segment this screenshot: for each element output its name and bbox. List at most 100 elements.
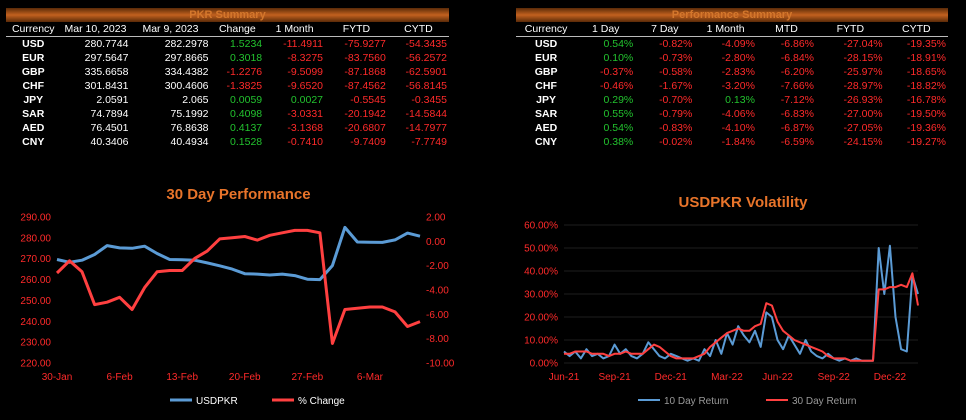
table-cell: -54.3435 xyxy=(405,38,447,50)
series-line-usdpkr xyxy=(56,225,421,282)
table-cell: 76.8638 xyxy=(170,122,209,134)
column-header: Currency xyxy=(516,22,577,37)
legend-label: 10 Day Return xyxy=(664,396,728,407)
table-cell: -7.12% xyxy=(780,94,815,106)
table-row: EUR 0.10% -0.73% -2.80% -6.84% -28.15% -18.91% xyxy=(516,51,948,65)
x-tick-label: 27-Feb xyxy=(292,372,324,383)
y-left-tick-label: 270.00 xyxy=(20,254,51,265)
table-cell: -0.3455 xyxy=(411,94,447,106)
pkr-summary-table: Currency Mar 10, 2023 Mar 9, 2023 Change 1 M… xyxy=(6,22,449,149)
table-cell: -27.00% xyxy=(843,108,883,120)
table-cell: -9.6520 xyxy=(287,80,324,92)
performance-summary-title: Performance Summary xyxy=(516,8,948,22)
column-header: Currency xyxy=(6,22,61,37)
table-cell: -14.7977 xyxy=(405,122,447,134)
table-cell: -18.65% xyxy=(906,66,946,78)
table-row: AED 76.4501 76.8638 0.4137 -3.1368 -20.6807 -1… xyxy=(6,121,449,135)
x-tick-label: Dec-21 xyxy=(655,372,688,383)
y-right-tick-label: -6.00 xyxy=(426,310,449,321)
y-right-tick-label: -8.00 xyxy=(426,334,449,345)
table-row: JPY 0.29% -0.70% 0.13% -7.12% -26.93% -16.78% xyxy=(516,93,948,107)
table-cell: 0.54% xyxy=(603,122,634,134)
table-cell: -18.91% xyxy=(906,52,946,64)
table-cell: -28.15% xyxy=(843,52,883,64)
usdpkr-volatility-chart: USDPKR Volatility 0.00% 10.00% 20.00% 30.00%… xyxy=(524,194,919,407)
table-cell: 0.54% xyxy=(603,38,634,50)
series-line-30-day-return xyxy=(564,272,919,362)
table-cell: -0.5545 xyxy=(350,94,386,106)
table-cell: -20.6807 xyxy=(344,122,386,134)
y-left-tick-label: 280.00 xyxy=(20,233,51,244)
y-tick-label: 50.00% xyxy=(524,244,558,255)
table-row: AED 0.54% -0.83% -4.10% -6.87% -27.05% -19.36% xyxy=(516,121,948,135)
table-cell: 335.6658 xyxy=(84,66,129,78)
table-cell: -25.97% xyxy=(843,66,883,78)
y-tick-label: 0.00% xyxy=(530,359,558,370)
currency-code: JPY xyxy=(536,94,557,106)
table-cell: 1.5234 xyxy=(230,38,263,50)
table-cell: 0.0027 xyxy=(290,94,324,106)
table-cell: 40.4934 xyxy=(170,136,209,148)
table-cell: -0.73% xyxy=(659,52,693,64)
table-cell: -14.5844 xyxy=(405,108,447,120)
table-cell: 0.10% xyxy=(603,52,634,64)
table-cell: -6.86% xyxy=(780,38,815,50)
table-cell: 300.4606 xyxy=(164,80,209,92)
legend-label: USDPKR xyxy=(196,396,238,407)
table-row: CHF 301.8431 300.4606 -1.3825 -9.6520 -87.456… xyxy=(6,79,449,93)
y-tick-label: 40.00% xyxy=(524,267,558,278)
table-cell: -87.4562 xyxy=(344,80,386,92)
x-tick-label: 6-Mar xyxy=(357,372,384,383)
table-cell: -27.04% xyxy=(843,38,883,50)
table-cell: -6.87% xyxy=(780,122,815,134)
table-cell: -4.10% xyxy=(721,122,755,134)
table-cell: 0.1528 xyxy=(230,136,263,148)
y-right-tick-label: -2.00 xyxy=(426,261,449,272)
y-tick-label: 10.00% xyxy=(524,336,558,347)
table-cell: -19.50% xyxy=(906,108,946,120)
x-tick-label: 20-Feb xyxy=(229,372,261,383)
table-cell: -83.7560 xyxy=(344,52,386,64)
table-row: CNY 0.38% -0.02% -1.84% -6.59% -24.15% -19.27% xyxy=(516,135,948,149)
table-cell: -0.37% xyxy=(599,66,634,78)
series-line-10-day-return xyxy=(563,244,919,362)
currency-code: SAR xyxy=(535,108,558,120)
table-cell: -3.1368 xyxy=(287,122,324,134)
table-cell: 2.0591 xyxy=(96,94,129,106)
y-left-tick-label: 230.00 xyxy=(20,338,51,349)
table-cell: 74.7894 xyxy=(90,108,129,120)
currency-code: EUR xyxy=(22,52,45,64)
currency-code: CHF xyxy=(535,80,557,92)
table-cell: -87.1868 xyxy=(344,66,386,78)
currency-code: JPY xyxy=(23,94,44,106)
x-tick-label: 13-Feb xyxy=(166,372,198,383)
table-cell: 280.7744 xyxy=(84,38,129,50)
performance-summary-panel: Performance Summary Currency 1 Day 7 Day 1 … xyxy=(516,8,948,149)
y-right-tick-label: -4.00 xyxy=(426,286,449,297)
table-cell: -24.15% xyxy=(843,136,883,148)
table-cell: 76.4501 xyxy=(90,122,129,134)
table-cell: -56.2572 xyxy=(405,52,447,64)
column-header: CYTD xyxy=(884,22,948,37)
column-header: 7 Day xyxy=(635,22,695,37)
x-tick-label: Sep-22 xyxy=(818,372,851,383)
table-cell: -16.78% xyxy=(906,94,946,106)
table-cell: -6.20% xyxy=(780,66,815,78)
table-cell: 0.4137 xyxy=(230,122,263,134)
currency-code: USD xyxy=(535,38,558,50)
y-left-tick-label: 240.00 xyxy=(20,317,51,328)
y-tick-label: 60.00% xyxy=(524,221,558,232)
currency-code: CHF xyxy=(22,80,45,92)
y-left-tick-label: 290.00 xyxy=(20,213,51,224)
table-row: GBP -0.37% -0.58% -2.83% -6.20% -25.97% -18.65… xyxy=(516,65,948,79)
y-right-tick-label: 2.00 xyxy=(426,213,446,224)
table-row: CHF -0.46% -1.67% -3.20% -7.66% -28.97% -18.82… xyxy=(516,79,948,93)
currency-code: GBP xyxy=(534,66,558,78)
column-header: Change xyxy=(210,22,265,37)
table-cell: -4.06% xyxy=(721,108,755,120)
x-tick-label: Sep-21 xyxy=(598,372,631,383)
table-cell: 301.8431 xyxy=(84,80,129,92)
table-cell: -1.84% xyxy=(721,136,755,148)
table-cell: -0.82% xyxy=(659,38,693,50)
column-header: FYTD xyxy=(816,22,885,37)
